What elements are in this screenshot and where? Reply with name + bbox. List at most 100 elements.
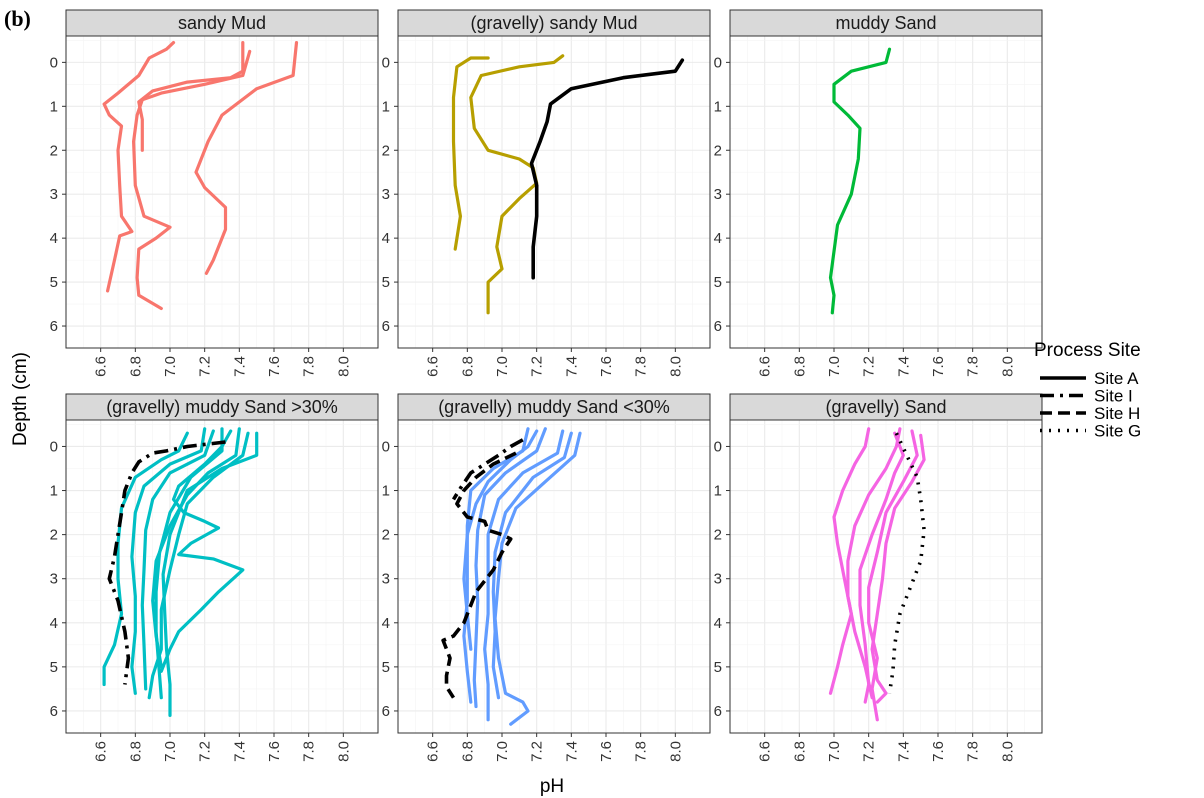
x-tick-label: 7.0	[162, 356, 179, 377]
x-tick-label: 7.0	[826, 741, 843, 762]
x-tick-label: 6.6	[93, 356, 110, 377]
y-tick-label: 6	[714, 703, 722, 720]
y-tick-label: 6	[50, 318, 58, 335]
y-tick-label: 6	[50, 703, 58, 720]
x-tick-label: 7.6	[598, 741, 615, 762]
series-line	[491, 431, 573, 700]
x-tick-label: 7.6	[598, 356, 615, 377]
y-tick-label: 4	[382, 230, 390, 247]
x-tick-label: 7.4	[231, 356, 248, 377]
x-tick-label: 7.6	[266, 356, 283, 377]
y-tick-label: 3	[50, 186, 58, 203]
series-line	[107, 440, 226, 685]
facet-strip	[729, 393, 1043, 421]
x-tick-label: 7.6	[266, 741, 283, 762]
facet-strip	[397, 9, 711, 37]
y-tick-label: 2	[50, 527, 58, 544]
series-line	[828, 47, 892, 315]
legend-label: Site G	[1094, 422, 1141, 441]
x-tick-label: 8.0	[999, 741, 1016, 762]
x-tick-label: 7.4	[895, 356, 912, 377]
x-tick-label: 6.6	[757, 356, 774, 377]
series-line	[151, 427, 241, 669]
facet-title: (gravelly) muddy Sand <30%	[438, 397, 670, 417]
facet-panel: (gravelly) muddy Sand <30% 0 1 2 3 4 5 6 6.6 6.8 7…	[382, 393, 711, 762]
y-tick-label: 1	[50, 98, 58, 115]
y-tick-label: 1	[714, 483, 722, 500]
x-tick-label: 7.8	[301, 741, 318, 762]
y-tick-label: 3	[714, 571, 722, 588]
x-tick-label: 7.4	[231, 741, 248, 762]
x-tick-label: 6.8	[791, 741, 808, 762]
facet-title: (gravelly) sandy Mud	[470, 13, 637, 33]
y-tick-label: 3	[382, 186, 390, 203]
y-tick-label: 2	[714, 527, 722, 544]
y-tick-label: 6	[382, 318, 390, 335]
y-tick-label: 2	[382, 527, 390, 544]
y-tick-label: 0	[714, 54, 722, 71]
panel-border	[397, 35, 711, 349]
y-tick-label: 1	[382, 98, 390, 115]
x-tick-label: 7.0	[162, 741, 179, 762]
y-tick-label: 1	[50, 483, 58, 500]
series-line	[493, 431, 582, 726]
panel-tag: (b)	[4, 6, 31, 31]
series-line	[137, 41, 245, 152]
y-tick-label: 0	[382, 438, 390, 455]
x-tick-label: 7.2	[529, 356, 546, 377]
x-tick-label: 6.6	[425, 741, 442, 762]
series-line	[451, 438, 524, 501]
x-tick-label: 8.0	[335, 356, 352, 377]
y-tick-label: 5	[50, 274, 58, 291]
legend-title: Process Site	[1034, 340, 1141, 361]
series-line	[130, 427, 207, 695]
series-line	[529, 58, 685, 280]
series-line	[147, 431, 250, 700]
facet-panel: sandy Mud 0 1 2 3 4 5 6 6.6 6.8 7.0 7.2 7.4 7.6 7.8 8.0	[50, 9, 379, 377]
legend-label: Site H	[1094, 404, 1140, 423]
panel-border	[397, 419, 711, 734]
y-tick-label: 3	[50, 571, 58, 588]
series-line	[483, 429, 565, 722]
y-tick-label: 2	[382, 142, 390, 159]
x-tick-label: 7.6	[930, 741, 947, 762]
panel-border	[65, 419, 379, 734]
x-tick-label: 7.4	[895, 741, 912, 762]
x-tick-label: 7.2	[861, 741, 878, 762]
x-tick-label: 7.0	[494, 741, 511, 762]
x-tick-label: 8.0	[999, 356, 1016, 377]
y-tick-label: 3	[714, 186, 722, 203]
x-tick-label: 7.8	[965, 356, 982, 377]
x-tick-label: 6.8	[127, 741, 144, 762]
x-axis-title: pH	[540, 776, 564, 797]
facet-panel: muddy Sand 0 1 2 3 4 5 6 6.6 6.8 7.0 7.2 7.4 7.6 7.8 8.…	[714, 9, 1043, 377]
facet-title: (gravelly) Sand	[825, 397, 946, 417]
x-tick-label: 7.2	[529, 741, 546, 762]
facet-panel: (gravelly) Sand 0 1 2 3 4 5 6 6.6 6.8 7.0 7.2 7.4 7.6…	[714, 393, 1043, 762]
series-line	[194, 41, 299, 275]
y-tick-label: 0	[714, 438, 722, 455]
x-tick-label: 6.6	[93, 741, 110, 762]
y-tick-label: 1	[382, 483, 390, 500]
x-tick-label: 7.4	[563, 356, 580, 377]
y-tick-label: 0	[50, 54, 58, 71]
y-tick-label: 5	[714, 659, 722, 676]
x-tick-label: 7.0	[826, 356, 843, 377]
x-tick-label: 6.8	[127, 356, 144, 377]
facet-panel: (gravelly) muddy Sand >30% 0 1 2 3 4 5 6 6.6 6.8 7…	[50, 393, 379, 762]
x-tick-label: 6.8	[459, 356, 476, 377]
series-line	[828, 427, 871, 695]
y-tick-label: 6	[714, 318, 722, 335]
y-tick-label: 0	[382, 54, 390, 71]
series-line	[846, 427, 902, 700]
y-tick-label: 2	[50, 142, 58, 159]
y-tick-label: 5	[382, 659, 390, 676]
y-tick-label: 3	[382, 571, 390, 588]
y-tick-label: 1	[714, 98, 722, 115]
facet-title: (gravelly) muddy Sand >30%	[106, 397, 338, 417]
facet-strip	[65, 393, 379, 421]
x-tick-label: 7.2	[861, 356, 878, 377]
facet-title: sandy Mud	[178, 13, 266, 33]
